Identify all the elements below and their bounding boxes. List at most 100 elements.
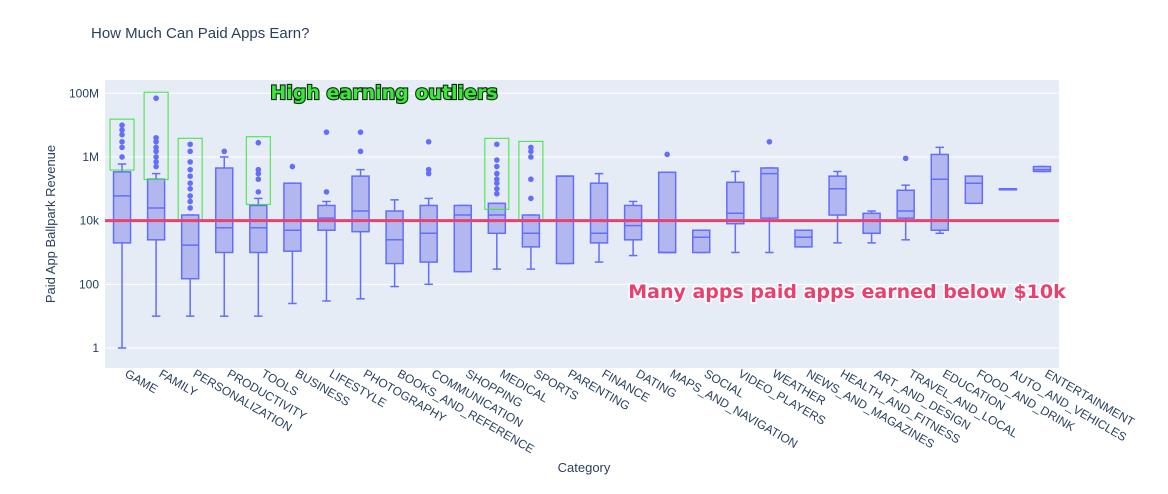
highlight-box-medical	[484, 137, 510, 210]
outlier-point	[119, 127, 125, 133]
highlight-box-family	[143, 91, 169, 181]
outlier-point	[119, 131, 125, 138]
box-productivity	[215, 148, 234, 317]
outlier-point	[187, 180, 193, 186]
outlier-point	[153, 163, 159, 170]
outlier-point	[187, 141, 193, 148]
y-tick-label: 10k	[80, 214, 100, 228]
box-shopping	[453, 204, 472, 273]
outlier-point	[255, 139, 262, 146]
outlier-point	[187, 205, 193, 211]
outlier-point	[187, 166, 193, 173]
outlier-point	[153, 138, 159, 145]
iqr-box	[726, 181, 745, 225]
box-tools	[249, 139, 268, 317]
outlier-point	[153, 134, 159, 141]
outlier-point	[494, 176, 500, 183]
box-maps_and_navigation	[657, 151, 677, 254]
box-education	[930, 146, 949, 235]
iqr-box	[794, 229, 813, 248]
box-video_players	[726, 170, 745, 254]
outlier-point	[153, 144, 159, 151]
outlier-point	[357, 148, 364, 155]
x-tick-label: GAME	[123, 366, 161, 396]
outlier-point	[289, 163, 296, 170]
outlier-point	[494, 157, 500, 163]
outlier-point	[255, 170, 262, 177]
box-photography	[351, 129, 370, 300]
outlier-point	[187, 159, 193, 165]
box-art_and_design	[862, 210, 881, 244]
box-travel_and_local	[896, 155, 915, 241]
outlier-point	[425, 170, 432, 177]
box-food_and_drink	[964, 175, 984, 205]
iqr-box	[964, 175, 984, 205]
outlier-point	[119, 154, 125, 160]
outlier-point	[119, 144, 125, 151]
box-health_and_fitness	[828, 170, 847, 244]
box-news_and_magazines	[794, 229, 813, 248]
box-business	[283, 163, 302, 305]
outlier-point	[187, 173, 193, 179]
iqr-box	[896, 189, 915, 219]
outlier-point	[119, 138, 125, 145]
outlier-point	[494, 141, 500, 148]
iqr-box	[487, 202, 507, 235]
outlier-point	[323, 129, 330, 135]
outlier-point	[766, 138, 773, 145]
x-axis-label: Category	[558, 460, 611, 475]
annotation-below-10k: Many apps paid apps earned below $10k	[628, 281, 1066, 303]
box-personalization	[180, 141, 200, 317]
y-ticks: 1 100 10k 1M 100M	[69, 86, 100, 355]
box-entertainment	[1032, 165, 1052, 173]
outlier-point	[528, 148, 534, 155]
iqr-box	[112, 171, 132, 244]
outlier-point	[153, 159, 159, 165]
outlier-point	[494, 190, 500, 197]
box-finance	[589, 172, 609, 263]
iqr-box	[692, 229, 711, 254]
outlier-point	[255, 176, 262, 183]
outlier-highlights	[109, 91, 544, 222]
outlier-point	[494, 170, 500, 177]
box-sports	[521, 144, 541, 270]
iqr-box	[385, 210, 404, 265]
outlier-point	[153, 148, 159, 155]
iqr-box	[760, 167, 779, 219]
outlier-point	[153, 95, 159, 102]
iqr-box	[215, 167, 234, 254]
outlier-point	[221, 148, 228, 155]
box-family	[146, 95, 166, 317]
outlier-point	[357, 129, 364, 135]
iqr-box	[623, 204, 643, 241]
x-ticks: GAMEFAMILYPERSONALIZATIONPRODUCTIVITYTOO…	[123, 366, 1138, 456]
box-lifestyle	[317, 129, 336, 302]
outlier-point	[528, 195, 534, 202]
outlier-point	[187, 186, 193, 192]
y-tick-label: 100	[79, 277, 99, 291]
outlier-point	[153, 154, 159, 160]
y-axis-label: Paid App Ballpark Revenue	[43, 145, 58, 303]
outlier-point	[494, 163, 500, 170]
box-medical	[487, 141, 507, 270]
x-tick-label: FAMILY	[157, 366, 200, 399]
outlier-point	[187, 148, 193, 155]
plot-area	[105, 80, 1059, 368]
outlier-point	[119, 122, 125, 128]
outlier-point	[902, 155, 909, 162]
outlier-point	[255, 189, 262, 195]
iqr-box	[862, 212, 881, 235]
iqr-box	[351, 175, 370, 233]
outlier-point	[187, 193, 193, 199]
outlier-point	[528, 144, 534, 151]
chart-title: How Much Can Paid Apps Earn?	[91, 25, 309, 42]
iqr-box	[283, 182, 302, 252]
iqr-box	[589, 182, 609, 244]
box-weather	[760, 138, 779, 254]
outlier-point	[255, 166, 262, 173]
outlier-point	[187, 198, 193, 205]
outlier-point	[494, 186, 500, 192]
outlier-point	[494, 180, 500, 186]
